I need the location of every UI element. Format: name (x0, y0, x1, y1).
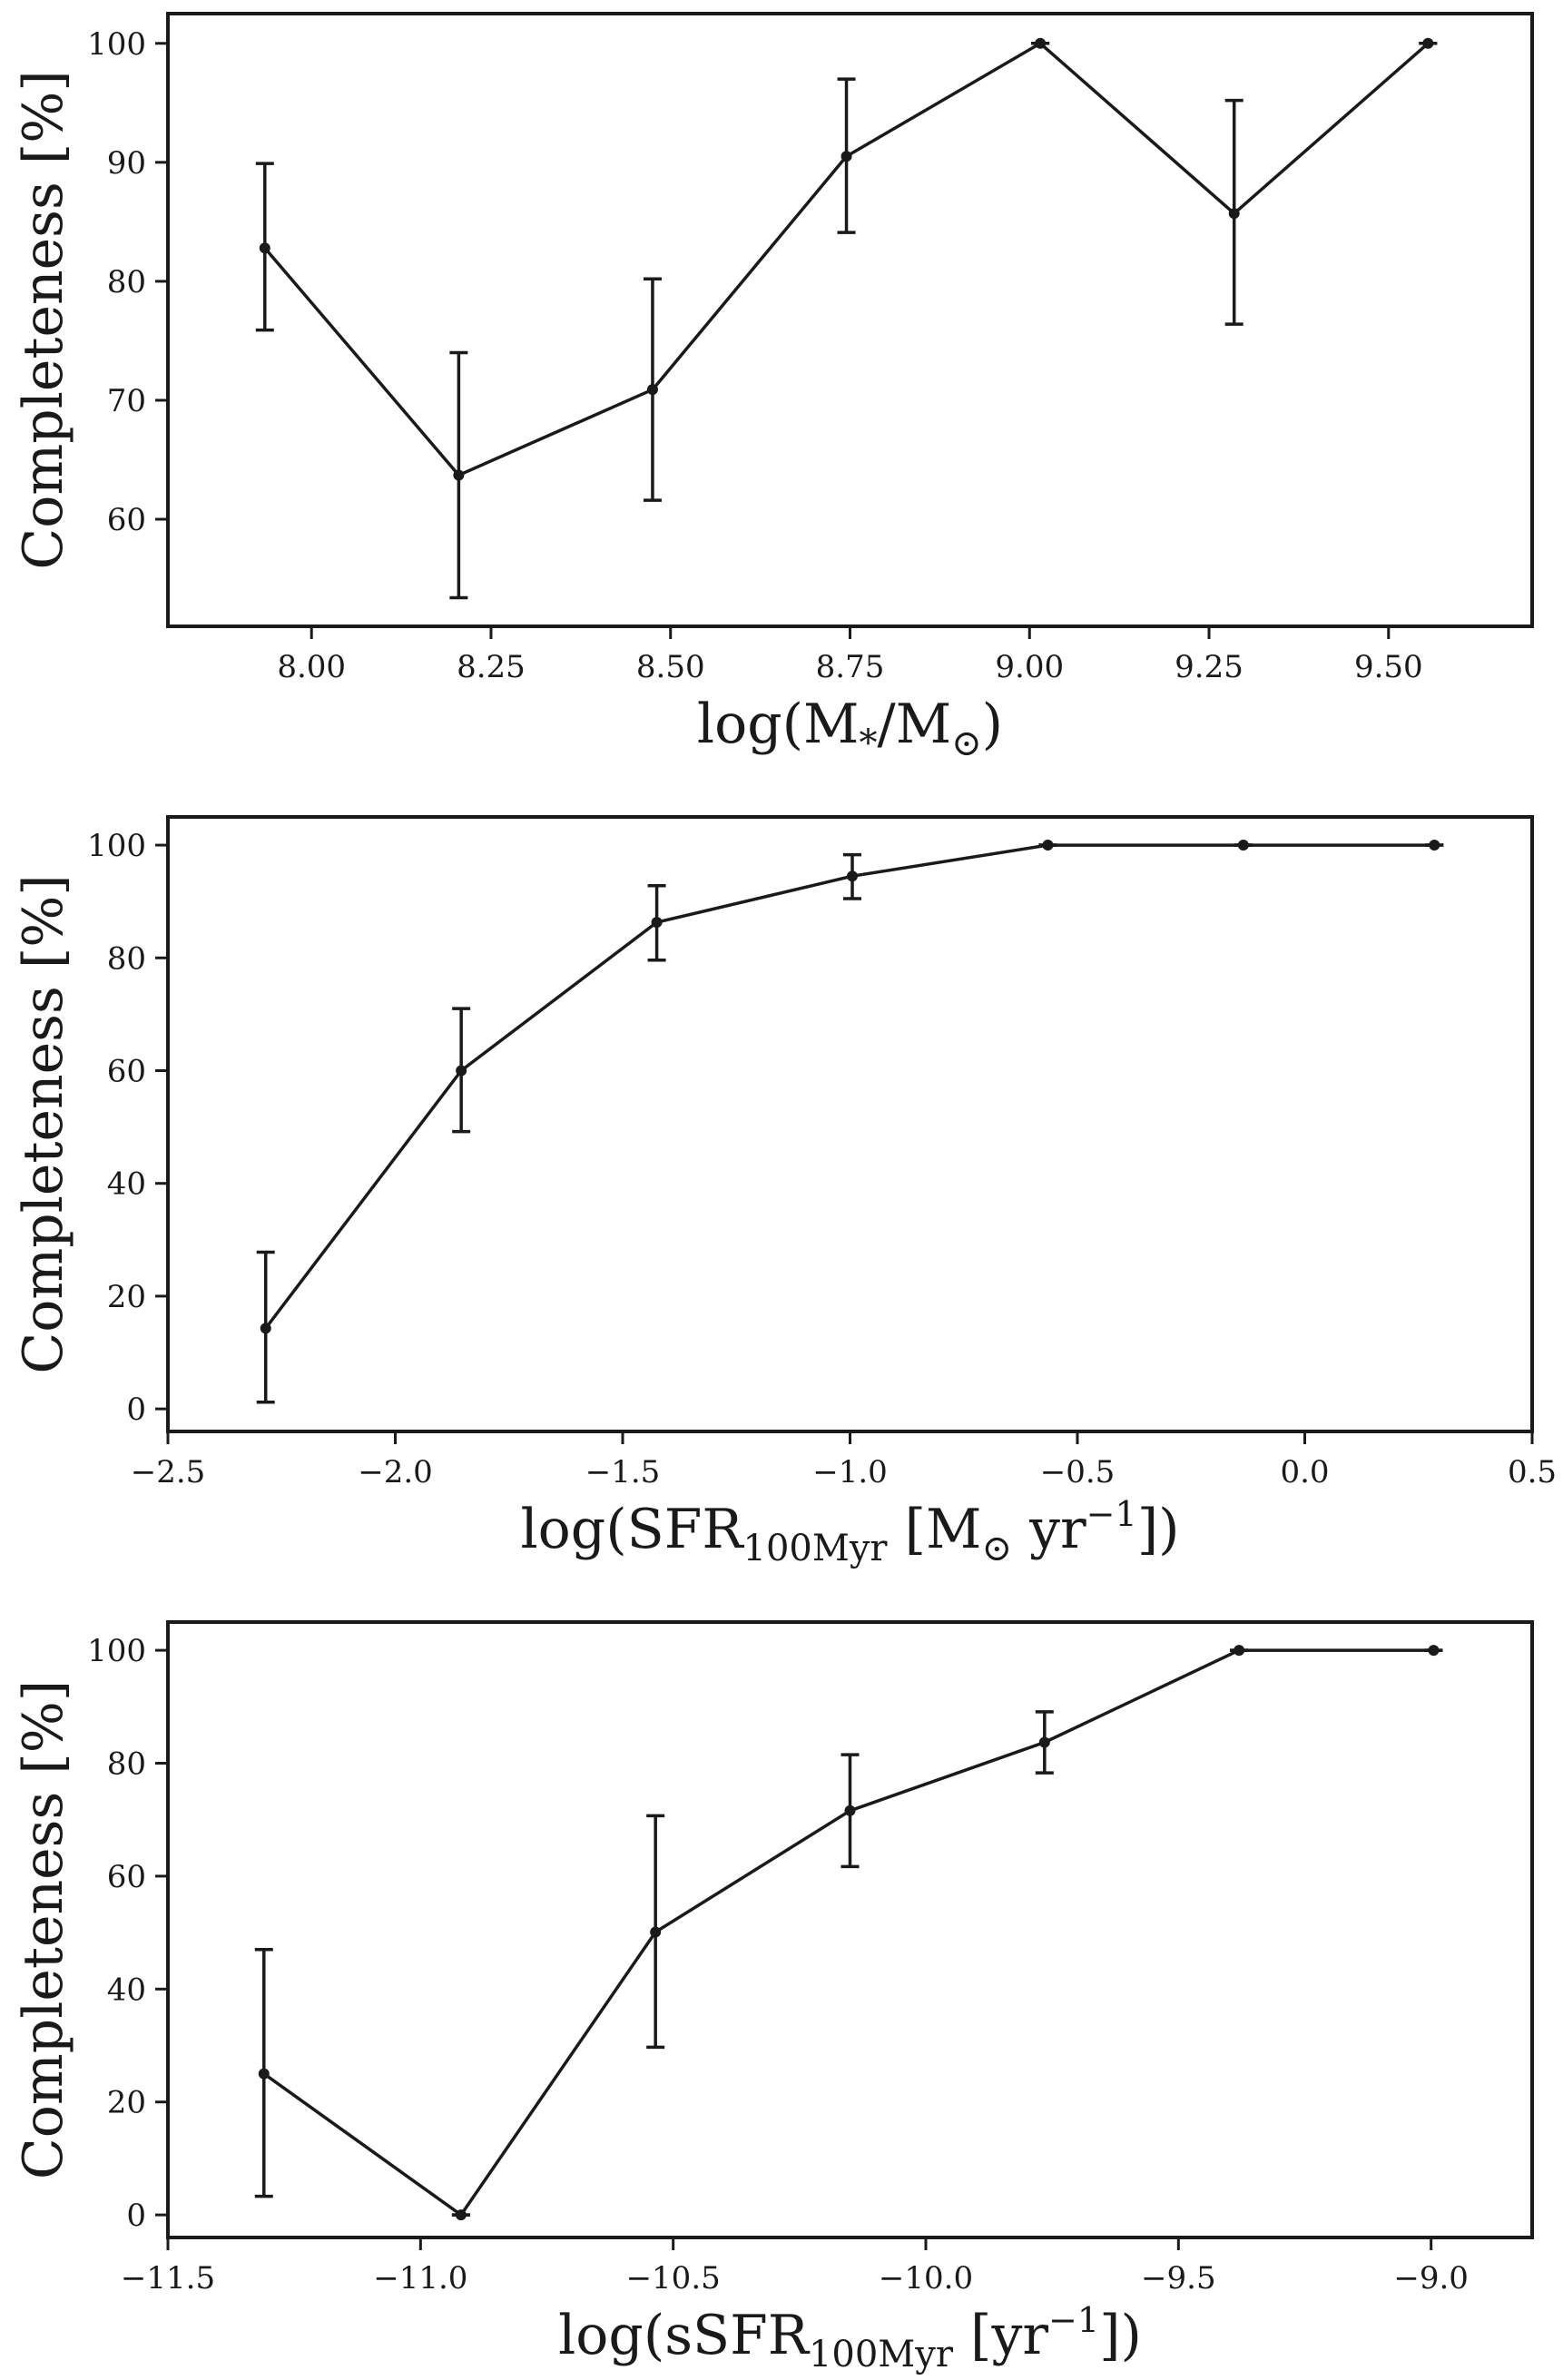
data-point (650, 1926, 662, 1938)
x-axis-label-end: ]) (1137, 1498, 1180, 1561)
x-tick-label: −1.0 (812, 1454, 888, 1490)
x-axis-label-sub: 100Myr (743, 1528, 889, 1569)
y-tick-label: 40 (107, 1972, 146, 2008)
panel-bottom: −11.5 −11.0 −10.5 −10.0 −9.5 −9.0 0 20 40 60 80 100… (12, 1620, 1534, 2375)
y-tick-label: 70 (107, 383, 146, 419)
data-point (840, 151, 852, 162)
x-axis-label-mid: [M (888, 1498, 982, 1561)
x-axis-label-main: log(sSFR (558, 2304, 811, 2367)
x-axis-label: log(SFR100Myr [M⊙ yr−1]) (520, 1494, 1179, 1569)
data-point (1228, 208, 1240, 220)
y-tick-label: 100 (87, 1633, 146, 1669)
x-tick-label: 8.25 (457, 649, 526, 685)
plot-frame (166, 1620, 1534, 2239)
data-point (844, 1805, 856, 1816)
y-tick-label: 0 (126, 1392, 146, 1428)
y-tick-label: 20 (107, 1279, 146, 1315)
data-point (260, 1323, 271, 1334)
data-point (1429, 840, 1440, 851)
x-axis-label-main: log(SFR (520, 1498, 744, 1561)
data-point (1038, 1736, 1050, 1748)
y-tick-label: 90 (107, 145, 146, 182)
x-axis-label-sub: 100Myr (809, 2334, 954, 2375)
x-axis-label-end: ) (982, 693, 1003, 756)
y-axis-label: Completeness [%] (12, 874, 75, 1373)
x-tick-label: −2.0 (358, 1454, 433, 1490)
x-tick-label: 8.50 (636, 649, 705, 685)
y-tick-label: 80 (107, 1746, 146, 1783)
x-axis-label-sup: −1 (1048, 2300, 1099, 2340)
plot-frame (166, 12, 1534, 628)
x-axis-label-sub: * (859, 723, 877, 764)
data-point (258, 2068, 270, 2080)
x-tick-label: 8.75 (816, 649, 885, 685)
x-axis-label-mid: /M (877, 693, 951, 756)
data-point (646, 384, 658, 396)
data-point (259, 242, 270, 254)
x-tick-label: 0.5 (1508, 1454, 1557, 1490)
panel-middle: −2.5 −2.0 −1.5 −1.0 −0.5 0.0 0.5 0 20 40 60 80 100 Co… (12, 815, 1557, 1569)
x-tick-label: 0.0 (1280, 1454, 1329, 1490)
x-tick-label: 9.25 (1175, 649, 1244, 685)
data-point (1035, 37, 1047, 49)
x-axis-label-sub2: ⊙ (981, 1528, 1012, 1569)
y-tick-label: 20 (107, 2085, 146, 2121)
x-axis-label-mid: [yr (953, 2304, 1048, 2367)
y-tick-label: 60 (107, 1859, 146, 1895)
y-tick-label: 40 (107, 1166, 146, 1203)
x-tick-label: 8.00 (277, 649, 346, 685)
series-line (264, 843, 1435, 1330)
x-tick-label: −1.5 (585, 1454, 661, 1490)
y-axis-label: Completeness [%] (12, 70, 75, 569)
x-tick-label: 9.50 (1354, 649, 1423, 685)
data-point (453, 469, 465, 481)
data-point (1428, 1645, 1440, 1657)
x-tick-label: −0.5 (1040, 1454, 1116, 1490)
data-point (1237, 840, 1249, 851)
data-point (1234, 1645, 1245, 1657)
x-axis-label-end: ]) (1099, 2304, 1142, 2367)
y-tick-label: 0 (126, 2198, 146, 2234)
panel-top: 8.00 8.25 8.50 8.75 9.00 9.25 9.50 60 70 80 90 100 C… (12, 12, 1534, 764)
y-tick-label: 60 (107, 1053, 146, 1089)
data-point (1422, 37, 1434, 49)
plot-frame (166, 815, 1534, 1433)
x-axis-label-main: log(M (697, 693, 860, 756)
y-tick-label: 80 (107, 264, 146, 300)
y-tick-label: 60 (107, 502, 146, 538)
series-line (262, 1648, 1434, 2217)
data-point (1042, 840, 1054, 851)
data-point (651, 917, 663, 929)
x-tick-label: −11.0 (373, 2260, 467, 2296)
x-axis-label: log(sSFR100Myr [yr−1]) (558, 2300, 1142, 2375)
x-axis-label-sup: −1 (1086, 1494, 1137, 1534)
data-point (455, 2209, 467, 2221)
x-tick-label: −9.5 (1141, 2260, 1216, 2296)
y-axis-label: Completeness [%] (12, 1680, 75, 2179)
x-tick-label: −9.0 (1393, 2260, 1469, 2296)
x-tick-label: −11.5 (121, 2260, 215, 2296)
data-point (847, 870, 859, 882)
x-axis-label-mid2: yr (1012, 1498, 1086, 1561)
x-tick-label: −10.0 (879, 2260, 973, 2296)
x-tick-label: −2.5 (131, 1454, 206, 1490)
y-tick-label: 80 (107, 940, 146, 977)
x-tick-label: −10.5 (626, 2260, 721, 2296)
y-tick-label: 100 (87, 26, 146, 63)
x-tick-label: 9.00 (995, 649, 1064, 685)
y-tick-label: 100 (87, 828, 146, 864)
x-axis-label-sub2: ⊙ (951, 723, 982, 764)
data-point (456, 1065, 467, 1077)
x-axis-label: log(M*/M⊙) (697, 693, 1003, 764)
